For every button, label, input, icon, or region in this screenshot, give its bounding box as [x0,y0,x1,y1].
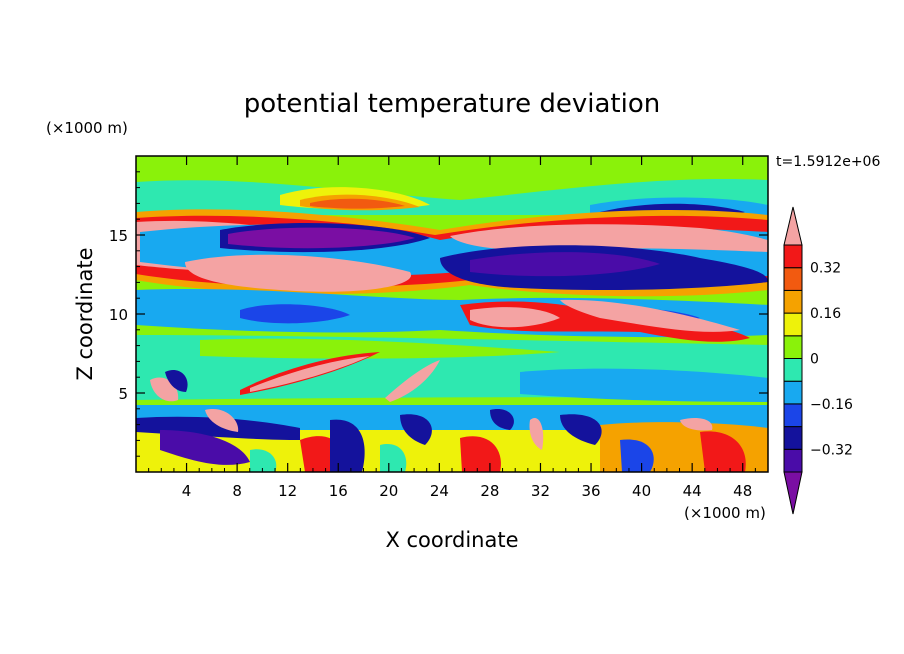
contour-band [200,338,560,359]
contour-band [228,227,415,249]
colorbar-tick-label: 0.16 [810,306,841,322]
contour-band [165,370,188,392]
x-tick-label: 48 [733,482,752,500]
y-unit-label: (×1000 m) [46,119,128,137]
chart-title: potential temperature deviation [244,89,660,119]
colorbar-box [783,403,803,428]
contour-band [680,418,713,431]
contour-band [470,307,560,328]
y-tick-label: 5 [118,385,128,403]
contour-band [529,418,544,450]
contour-band [160,430,250,465]
x-tick-label: 16 [329,482,348,500]
contour-band [185,254,412,292]
colorbar-min-extension [783,471,803,515]
x-tick-label: 4 [182,482,192,500]
contour-band [380,444,407,472]
colorbar-box [783,244,803,269]
contour-band [330,419,365,472]
x-tick-label: 24 [430,482,449,500]
y-tick-label: 15 [109,227,128,245]
colorbar-tick-label: −0.32 [810,442,853,458]
x-tick-label: 32 [531,482,550,500]
colorbar-box [783,380,803,405]
x-tick-label: 8 [232,482,242,500]
contour-band [250,449,277,472]
colorbar: 0.32 0.16 0 −0.16 −0.32 [783,206,853,515]
contour-band [560,299,740,332]
x-axis-label: X coordinate [385,528,518,552]
colorbar-tick-label: 0 [810,352,819,368]
colorbar-tick-label: 0.32 [810,261,841,277]
x-tick-label: 40 [632,482,651,500]
colorbar-box [783,358,803,382]
contour-band [205,409,239,432]
colorbar-box [783,267,803,291]
contour-band [250,356,370,392]
contour-band [620,439,654,472]
heatmap-field [136,156,768,472]
colorbar-tick-label: −0.16 [810,397,853,413]
colorbar-box [783,335,803,359]
contour-band [460,436,501,472]
contour-band [240,304,350,324]
colorbar-box [783,289,803,314]
colorbar-box [783,448,803,473]
contour-band [310,198,405,209]
x-axis: 4 8 12 16 20 24 28 32 36 40 44 48 [148,156,756,500]
y-tick-label: 10 [109,306,128,324]
colorbar-box [783,426,803,450]
x-tick-label: 12 [278,482,297,500]
contour-band [490,409,514,430]
contour-band [560,414,602,445]
contour-band [400,414,432,445]
contour-band [520,368,768,402]
contour-band [470,252,660,277]
x-tick-label: 20 [379,482,398,500]
time-label: t=1.5912e+06 [776,154,880,170]
contour-band [450,224,768,252]
x-tick-label: 36 [581,482,600,500]
x-tick-label: 28 [480,482,499,500]
colorbar-max-extension [783,206,803,246]
contour-band [385,360,440,402]
y-axis: 5 10 15 [109,171,768,457]
x-unit-label: (×1000 m) [684,504,766,522]
colorbar-box [783,312,803,337]
contour-band [700,431,746,472]
x-tick-label: 44 [683,482,702,500]
y-axis-label: Z coordinate [73,247,97,380]
